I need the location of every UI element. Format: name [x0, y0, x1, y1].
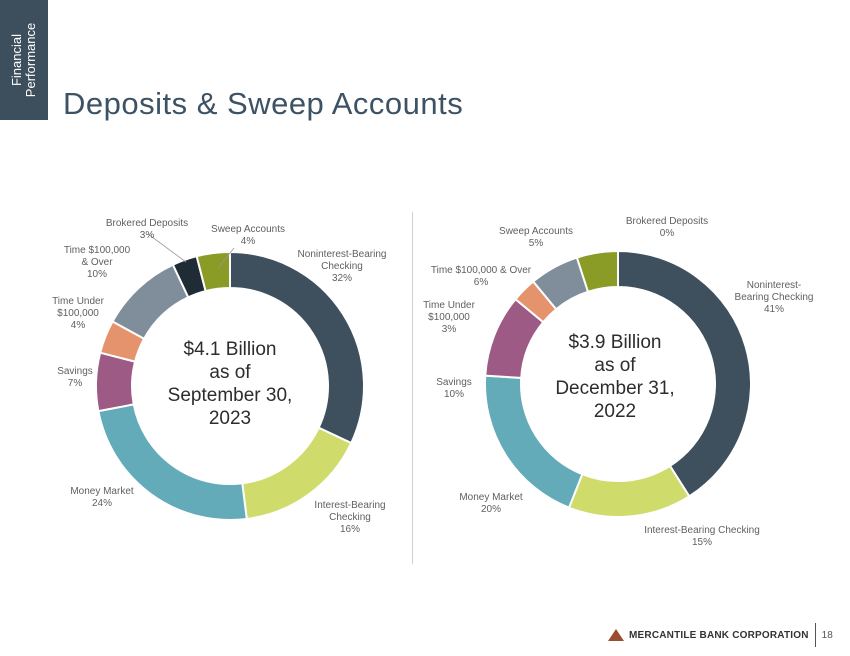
chart-2-label-sweep: Sweep Accounts 5%	[499, 226, 573, 249]
chart-1-label-noninterest-bearing: Noninterest-Bearing Checking 32%	[297, 249, 387, 284]
chart-1-slice-sweep-accounts	[195, 250, 231, 293]
page-title: Deposits & Sweep Accounts	[63, 86, 464, 121]
chart-2-label-money-market: Money Market 20%	[459, 492, 523, 515]
chart-1-center-line-4: 2023	[208, 408, 252, 429]
chart-2-label-noninterest-bearing: Noninterest- Bearing Checking 41%	[734, 280, 814, 315]
chart-1-label-brokered: Brokered Deposits 3%	[105, 218, 189, 241]
chart-1-center-label: $4.1 Billion as of September 30, 2023	[160, 338, 300, 430]
chart-1-label-interest-bearing: Interest-Bearing Checking 16%	[314, 500, 386, 535]
chart-1-leader-sweep	[217, 247, 235, 269]
chart-2-label-time-over: Time $100,000 & Over 6%	[430, 265, 532, 288]
footer: MERCANTILE BANK CORPORATION 18	[608, 623, 833, 647]
section-tab: Financial Performance	[0, 0, 48, 120]
chart-2-center-label: $3.9 Billion as of December 31, 2022	[545, 331, 685, 423]
chart-1-label-money-market: Money Market 24%	[70, 486, 134, 509]
chart-1-label-savings: Savings 7%	[57, 366, 93, 389]
brand-name: MERCANTILE BANK CORPORATION	[629, 629, 809, 641]
chart-2-center-line-3: December 31,	[555, 378, 675, 399]
chart-1-label-time-over: Time $100,000 & Over 10%	[63, 245, 131, 280]
chart-1-center-line-3: September 30,	[167, 385, 293, 406]
chart-divider	[412, 212, 413, 564]
chart-2-slice-interest-bearing-checking	[567, 464, 691, 518]
chart-2-label-savings: Savings 10%	[436, 377, 472, 400]
chart-2-label-interest-bearing: Interest-Bearing Checking 15%	[644, 525, 760, 548]
chart-2-label-brokered: Brokered Deposits 0%	[625, 216, 709, 239]
chart-1-center-line-1: $4.1 Billion	[183, 339, 277, 360]
page-number: 18	[821, 629, 833, 641]
chart-2-center-line-2: as of	[594, 355, 636, 376]
chart-1-label-sweep: Sweep Accounts 4%	[211, 224, 285, 247]
chart-1-leader-brokered	[147, 233, 187, 263]
footer-separator	[814, 623, 816, 647]
chart-2-slice-noninterest-bearing-checking	[617, 249, 752, 498]
chart-2-slice-sweep-accounts	[575, 249, 619, 294]
chart-1-center-line-2: as of	[209, 362, 251, 383]
chart-1-label-time-under: Time Under $100,000 4%	[52, 296, 104, 331]
chart-2-center-line-4: 2022	[593, 401, 637, 422]
chart-2-center-line-1: $3.9 Billion	[568, 332, 662, 353]
chart-2-label-time-under: Time Under $100,000 3%	[423, 300, 475, 335]
triangle-logo-icon	[608, 629, 624, 641]
